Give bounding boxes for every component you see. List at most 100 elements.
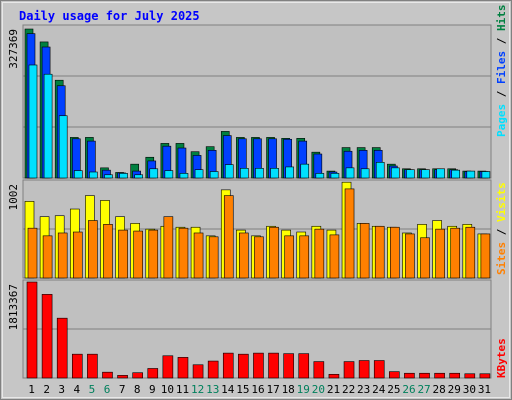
bar-pages-day-29	[451, 169, 461, 179]
bar-pages-day-7	[119, 173, 128, 179]
bar-sites-day-22	[344, 188, 355, 279]
x-tick-label-day-13: 13	[206, 383, 219, 396]
x-tick-label-day-18: 18	[282, 383, 295, 396]
x-tick-label-day-11: 11	[176, 383, 189, 396]
bar-pages-day-2	[43, 73, 53, 179]
x-tick-label-day-28: 28	[433, 383, 446, 396]
panel-hits-files-pages: 327369 Pages / Files / Hits	[7, 5, 508, 179]
legend-part: KBytes	[495, 338, 508, 378]
bar-kbytes-day-29	[449, 372, 461, 379]
bar-kbytes-day-19	[298, 353, 310, 379]
bar-kbytes-day-9	[147, 368, 159, 379]
x-tick-label-day-25: 25	[387, 383, 400, 396]
x-tick-label-day-23: 23	[357, 383, 370, 396]
bar-kbytes-day-7	[117, 375, 128, 379]
bar-kbytes-day-22	[343, 361, 355, 379]
bar-pages-day-25	[391, 167, 400, 179]
bar-sites-day-3	[57, 232, 68, 279]
bar-sites-day-13	[208, 236, 219, 279]
x-tick-label-day-1: 1	[28, 383, 35, 396]
bar-kbytes-day-4	[71, 353, 83, 379]
bar-kbytes-day-8	[132, 372, 143, 379]
bar-pages-day-4	[73, 170, 83, 179]
bar-sites-day-12	[193, 232, 204, 279]
x-tick-label-day-15: 15	[236, 383, 249, 396]
x-tick-label-day-27: 27	[417, 383, 430, 396]
legend-part: Files	[495, 51, 508, 84]
legend-part: /	[495, 222, 508, 242]
bar-pages-day-20	[315, 173, 325, 179]
bar-pages-day-28	[436, 168, 445, 179]
legend-part: Pages	[495, 104, 508, 137]
bar-pages-day-14	[224, 164, 234, 179]
panel-visits-sites: 1002 Sites / Visits	[7, 179, 508, 279]
bar-sites-day-18	[284, 235, 294, 279]
bar-pages-day-24	[375, 162, 385, 179]
x-tick-label-day-8: 8	[134, 383, 141, 396]
bar-sites-day-1	[27, 227, 38, 279]
bar-sites-day-23	[359, 223, 370, 279]
bar-kbytes-day-14	[222, 352, 234, 379]
bar-pages-day-30	[466, 170, 476, 179]
bar-pages-day-6	[104, 174, 113, 179]
chart-panels: 327369 Pages / Files / Hits 1002 Sites / Vi…	[7, 5, 508, 379]
x-tick-label-day-26: 26	[402, 383, 415, 396]
bar-sites-day-31	[480, 233, 491, 279]
bar-pages-day-26	[406, 169, 415, 179]
x-tick-label-day-17: 17	[266, 383, 279, 396]
bar-kbytes-day-1	[26, 281, 38, 379]
bar-sites-day-5	[88, 220, 98, 279]
bar-sites-day-16	[254, 236, 264, 279]
chart-title: Daily usage for July 2025	[19, 9, 200, 23]
bar-pages-day-19	[300, 163, 310, 179]
bar-kbytes-day-25	[389, 371, 400, 379]
x-tick-label-day-6: 6	[104, 383, 111, 396]
x-tick-label-day-20: 20	[312, 383, 325, 396]
bar-kbytes-day-15	[238, 353, 249, 379]
x-tick-label-day-2: 2	[43, 383, 50, 396]
bar-kbytes-day-2	[41, 294, 53, 379]
bar-kbytes-day-30	[464, 373, 476, 379]
bar-sites-day-14	[223, 195, 234, 279]
bar-pages-day-1	[28, 64, 38, 179]
x-tick-label-day-16: 16	[251, 383, 264, 396]
bar-kbytes-day-6	[102, 371, 113, 379]
x-tick-label-day-21: 21	[327, 383, 340, 396]
bar-pages-day-18	[285, 166, 294, 179]
bar-pages-day-21	[330, 173, 340, 179]
x-tick-label-day-10: 10	[161, 383, 174, 396]
x-tick-label-day-19: 19	[297, 383, 310, 396]
bar-sites-day-25	[390, 226, 400, 279]
bar-pages-day-3	[58, 115, 68, 179]
panel-kbytes: 1813367 KBytes	[7, 279, 508, 379]
bar-kbytes-day-18	[283, 353, 294, 379]
bar-kbytes-day-24	[373, 360, 385, 379]
legend-part: Visits	[495, 182, 508, 222]
bar-kbytes-day-31	[479, 373, 491, 379]
bar-pages-day-10	[164, 170, 174, 179]
x-tick-label-day-3: 3	[58, 383, 65, 396]
bar-kbytes-day-26	[404, 372, 415, 379]
legend-part: /	[495, 31, 508, 51]
x-tick-label-day-29: 29	[448, 383, 461, 396]
bar-sites-day-9	[148, 229, 159, 279]
bar-sites-day-24	[374, 225, 385, 279]
bar-sites-day-29	[450, 227, 461, 279]
bar-sites-day-27	[420, 237, 430, 279]
x-tick-label-day-4: 4	[74, 383, 81, 396]
bar-kbytes-day-5	[87, 353, 98, 379]
bar-pages-day-27	[421, 169, 430, 179]
bar-pages-day-15	[240, 168, 249, 179]
x-tick-label-day-31: 31	[478, 383, 491, 396]
bar-sites-day-19	[299, 235, 310, 279]
bar-kbytes-day-12	[192, 364, 204, 379]
bar-kbytes-day-3	[56, 317, 68, 379]
legend-part: /	[495, 84, 508, 104]
y-scale-max-label: 327369	[7, 29, 20, 69]
y-axis-legend-label: Pages / Files / Hits	[495, 5, 508, 138]
bar-sites-day-7	[118, 229, 128, 279]
bar-kbytes-day-21	[328, 373, 340, 379]
x-tick-label-day-9: 9	[149, 383, 156, 396]
bar-sites-day-28	[435, 228, 445, 279]
